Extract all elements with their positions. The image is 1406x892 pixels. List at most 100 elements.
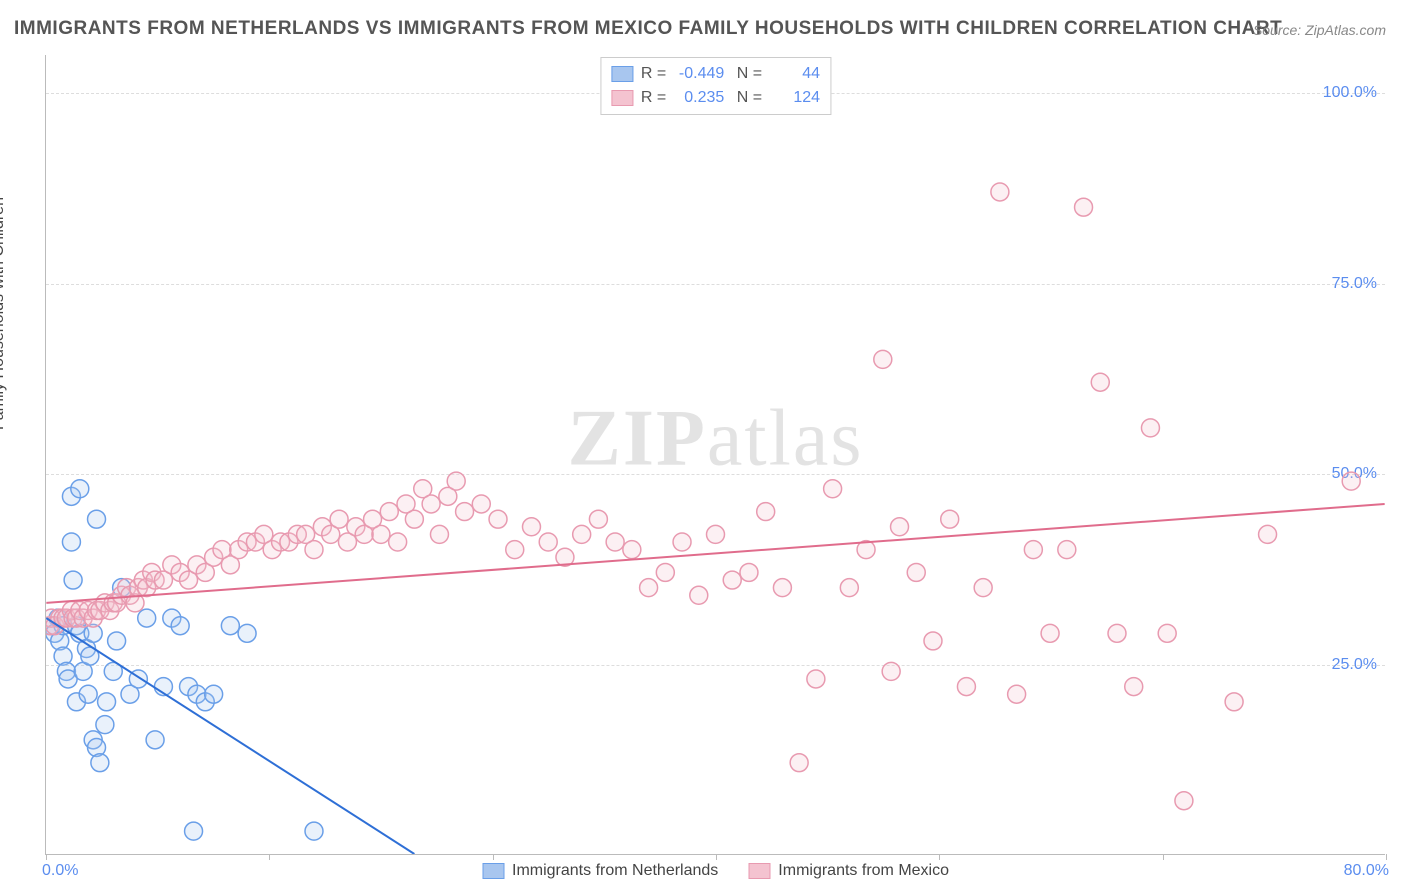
data-point	[1008, 685, 1026, 703]
data-point	[489, 510, 507, 528]
data-point	[1091, 373, 1109, 391]
n-label: N =	[732, 62, 762, 86]
x-tick-mark	[939, 854, 940, 860]
data-point	[957, 678, 975, 696]
data-point	[539, 533, 557, 551]
scatter-plot-svg	[46, 55, 1385, 854]
data-point	[1342, 472, 1360, 490]
data-point	[1075, 198, 1093, 216]
data-point	[171, 617, 189, 635]
x-tick-mark	[493, 854, 494, 860]
data-point	[623, 541, 641, 559]
data-point	[221, 617, 239, 635]
data-point	[941, 510, 959, 528]
data-point	[606, 533, 624, 551]
data-point	[824, 480, 842, 498]
n-value-mexico: 124	[770, 86, 820, 110]
x-tick-mark	[716, 854, 717, 860]
data-point	[1125, 678, 1143, 696]
data-point	[991, 183, 1009, 201]
data-point	[690, 586, 708, 604]
x-tick-mark	[1386, 854, 1387, 860]
data-point	[1225, 693, 1243, 711]
source-attribution: Source: ZipAtlas.com	[1253, 22, 1386, 38]
data-point	[305, 822, 323, 840]
data-point	[389, 533, 407, 551]
data-point	[1259, 525, 1277, 543]
data-point	[907, 563, 925, 581]
data-point	[79, 685, 97, 703]
data-point	[1175, 792, 1193, 810]
r-label: R =	[641, 86, 666, 110]
data-point	[1108, 624, 1126, 642]
legend-item-mexico: Immigrants from Mexico	[748, 862, 949, 880]
data-point	[707, 525, 725, 543]
n-value-netherlands: 44	[770, 62, 820, 86]
correlation-legend: R = -0.449 N = 44 R = 0.235 N = 124	[600, 57, 831, 115]
data-point	[773, 579, 791, 597]
n-label: N =	[732, 86, 762, 110]
data-point	[91, 754, 109, 772]
data-point	[807, 670, 825, 688]
data-point	[891, 518, 909, 536]
r-value-mexico: 0.235	[674, 86, 724, 110]
data-point	[62, 533, 80, 551]
x-tick-mark	[46, 854, 47, 860]
data-point	[472, 495, 490, 513]
r-value-netherlands: -0.449	[674, 62, 724, 86]
legend-row-netherlands: R = -0.449 N = 44	[611, 62, 820, 86]
data-point	[1141, 419, 1159, 437]
data-point	[64, 571, 82, 589]
legend-label-mexico: Immigrants from Mexico	[778, 862, 949, 880]
data-point	[1158, 624, 1176, 642]
data-point	[71, 480, 89, 498]
data-point	[405, 510, 423, 528]
x-axis-min-label: 0.0%	[42, 862, 78, 880]
swatch-netherlands-bottom	[482, 863, 504, 879]
swatch-netherlands	[611, 66, 633, 82]
data-point	[640, 579, 658, 597]
r-label: R =	[641, 62, 666, 86]
swatch-mexico-bottom	[748, 863, 770, 879]
legend-row-mexico: R = 0.235 N = 124	[611, 86, 820, 110]
data-point	[305, 541, 323, 559]
legend-item-netherlands: Immigrants from Netherlands	[482, 862, 718, 880]
data-point	[138, 609, 156, 627]
data-point	[924, 632, 942, 650]
data-point	[372, 525, 390, 543]
data-point	[108, 632, 126, 650]
data-point	[380, 503, 398, 521]
data-point	[790, 754, 808, 772]
data-point	[422, 495, 440, 513]
data-point	[522, 518, 540, 536]
x-tick-mark	[1163, 854, 1164, 860]
data-point	[88, 510, 106, 528]
data-point	[185, 822, 203, 840]
data-point	[974, 579, 992, 597]
data-point	[874, 350, 892, 368]
data-point	[656, 563, 674, 581]
data-point	[1058, 541, 1076, 559]
data-point	[757, 503, 775, 521]
x-axis-max-label: 80.0%	[1344, 862, 1389, 880]
swatch-mexico	[611, 90, 633, 106]
data-point	[205, 685, 223, 703]
data-point	[740, 563, 758, 581]
data-point	[330, 510, 348, 528]
data-point	[506, 541, 524, 559]
data-point	[238, 624, 256, 642]
data-point	[1041, 624, 1059, 642]
x-tick-mark	[269, 854, 270, 860]
data-point	[146, 731, 164, 749]
data-point	[723, 571, 741, 589]
chart-title: IMMIGRANTS FROM NETHERLANDS VS IMMIGRANT…	[14, 18, 1282, 40]
data-point	[447, 472, 465, 490]
data-point	[456, 503, 474, 521]
data-point	[589, 510, 607, 528]
data-point	[1024, 541, 1042, 559]
chart-area: ZIPatlas R = -0.449 N = 44 R = 0.235 N =…	[45, 55, 1385, 855]
data-point	[96, 716, 114, 734]
data-point	[573, 525, 591, 543]
data-point	[840, 579, 858, 597]
series-legend: Immigrants from Netherlands Immigrants f…	[482, 862, 949, 880]
